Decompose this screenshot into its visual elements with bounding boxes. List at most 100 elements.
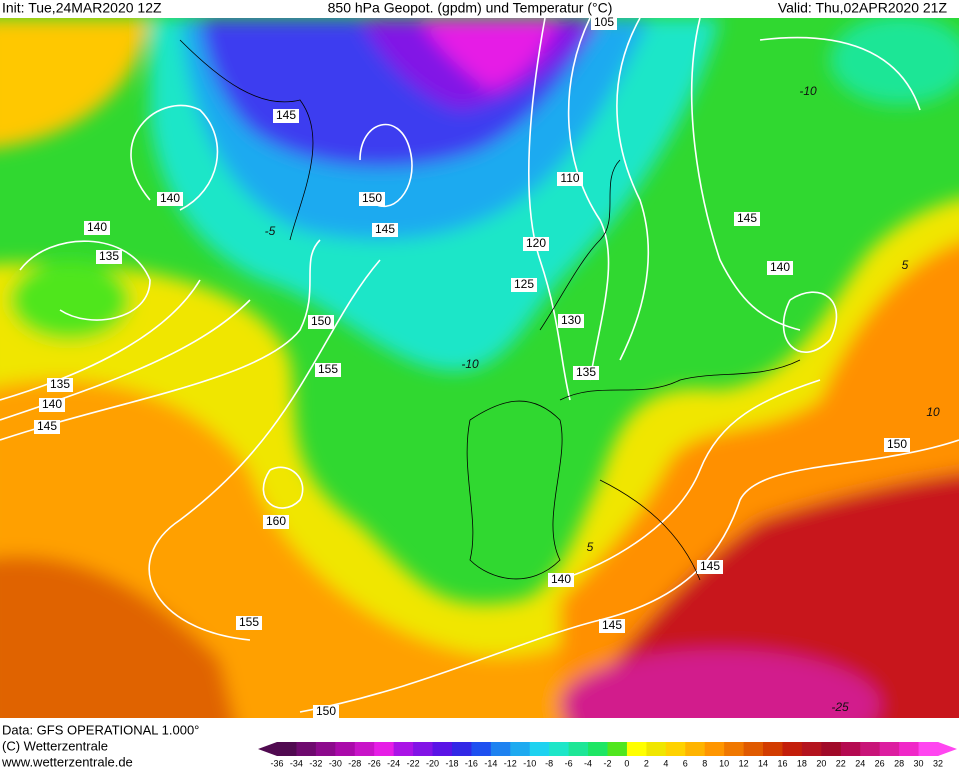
colorbar-label: -4 [584,758,592,768]
colorbar-bin [646,742,667,756]
colorbar: -36 -34 -32 -30 -28 -26 -24 -22 -20 -18 -16 -14 -12-… [258,742,957,768]
contour-label: 140 [551,572,571,586]
contour-label-box [39,398,65,412]
contour-label-box [372,223,398,237]
colorbar-bin [374,742,395,756]
colorbar-label: 2 [644,758,649,768]
header-bar [0,0,959,18]
contour-label: 150 [887,437,907,451]
copyright: (C) Wetterzentrale [2,738,108,753]
colorbar-label: 28 [894,758,904,768]
contour-label: 145 [276,108,296,122]
contour-label-box [558,314,584,328]
colorbar-label: -6 [565,758,573,768]
contour-label-box [308,315,334,329]
contour-label-box [573,366,599,380]
map-title: 850 hPa Geopot. (gpdm) und Temperatur (°… [328,0,613,16]
contour-label: 140 [87,220,107,234]
colorbar-bin [529,742,550,756]
contour-label-box [236,616,262,630]
contour-label: 140 [160,191,180,205]
colorbar-label: 26 [875,758,885,768]
contour-label: 145 [37,419,57,433]
colorbar-label: -14 [484,758,497,768]
isotherm-label: -25 [831,700,849,714]
contour-label: 110 [560,171,579,185]
colorbar-label: -8 [545,758,553,768]
colorbar-bin [413,742,434,756]
isotherm-label: 5 [902,258,909,272]
colorbar-label: 16 [777,758,787,768]
contour-label: 145 [602,618,622,632]
colorbar-bin [704,742,725,756]
colorbar-bin [763,742,783,756]
contour-label-box [767,261,793,275]
contour-label-box [313,705,339,719]
contour-label: 140 [770,260,790,274]
colorbar-label: 30 [914,758,924,768]
colorbar-label: 4 [663,758,668,768]
colorbar-label: -2 [603,758,611,768]
colorbar-label: -34 [290,758,303,768]
contour-label-box [884,438,910,452]
contour-label-box [96,250,122,264]
contour-label: 120 [526,236,546,250]
colorbar-bin [801,742,822,756]
contour-label: 150 [316,704,336,718]
colorbar-bin [335,742,356,756]
colorbar-bin [510,742,531,756]
colorbar-label: -28 [348,758,361,768]
colorbar-bin [393,742,414,756]
contour-label-box [34,420,60,434]
colorbar-label: -16 [465,758,478,768]
colorbar-label: 8 [702,758,707,768]
colorbar-label: -12 [504,758,517,768]
isotherm-label: 5 [587,540,594,554]
valid-time: Valid: Thu,02APR2020 21Z [778,0,948,16]
colorbar-bin [879,742,900,756]
colorbar-bin [588,742,608,756]
coastlines [179,39,801,581]
contour-label-box [599,619,625,633]
colorbar-bin [860,742,881,756]
init-time: Init: Tue,24MAR2020 12Z [2,0,162,16]
colorbar-bin [568,742,589,756]
colorbar-bin [354,742,375,756]
colorbar-label: -30 [329,758,342,768]
colorbar-label: 14 [758,758,768,768]
colorbar-bin [665,742,686,756]
contour-label: 145 [700,559,720,573]
colorbar-label: -20 [426,758,439,768]
colorbar-bin [821,742,842,756]
colorbar-end [938,742,957,756]
contour-label: 135 [50,377,70,391]
geopotential-contours [0,18,959,713]
colorbar-label: -18 [445,758,458,768]
contour-label: 135 [99,249,119,263]
contour-label-box [84,221,110,235]
contour-label-box [263,515,289,529]
colorbar-bin [840,742,861,756]
contour-label-box [591,16,617,30]
contour-label-box [734,212,760,226]
colorbar-bin [782,742,803,756]
contour-label-box [548,573,574,587]
colorbar-label: -10 [523,758,536,768]
contour-label-box [557,172,583,186]
contour-label-box [315,363,341,377]
colorbar-label: 24 [855,758,865,768]
colorbar-label: -32 [309,758,322,768]
contour-label: 135 [576,365,596,379]
colorbar-label: 20 [816,758,826,768]
isotherm-label: -10 [799,84,817,98]
colorbar-bin [277,742,297,756]
contour-label: 160 [266,514,286,528]
contour-label-box [697,560,723,574]
colorbar-bin [471,742,492,756]
colorbar-label: 0 [624,758,629,768]
colorbar-label: 22 [836,758,846,768]
contour-label-box [273,109,299,123]
contour-label-box [359,192,385,206]
colorbar-label: -36 [270,758,283,768]
colorbar-label: 18 [797,758,807,768]
